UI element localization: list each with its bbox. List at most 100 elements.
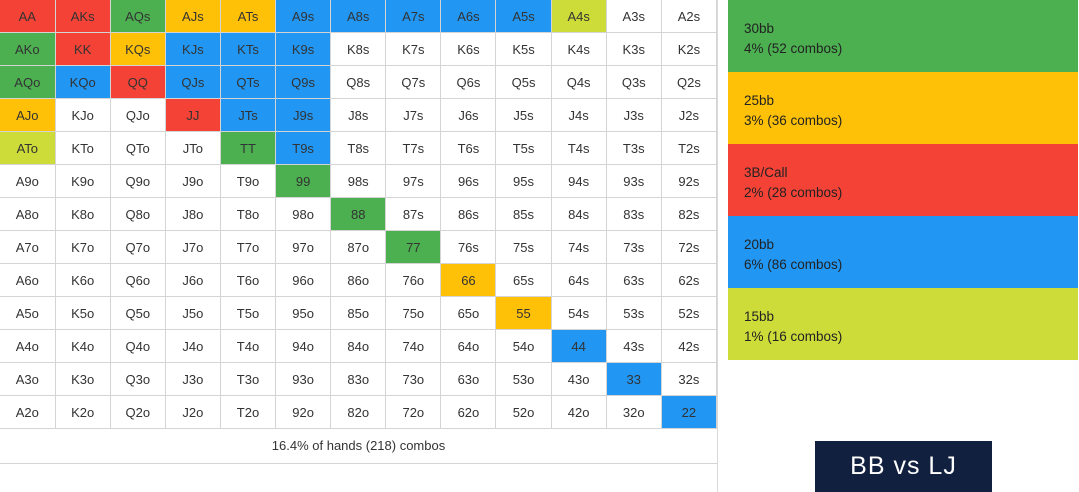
hand-cell: QQ: [109, 65, 166, 99]
legend-item-3bet-call: 3B/Call 2% (28 combos): [728, 144, 1078, 216]
hand-cell: 42s: [660, 329, 718, 363]
hand-cell: 62s: [660, 263, 718, 297]
hand-cell: T6o: [219, 263, 277, 297]
hand-cell: T4s: [550, 131, 607, 165]
hand-cell: T2s: [660, 131, 718, 165]
hand-cell: 73s: [605, 230, 662, 264]
hand-cell: K7s: [385, 32, 442, 66]
hand-cell: KJo: [54, 98, 111, 132]
hand-cell: 77: [385, 230, 442, 264]
hand-cell: 92o: [275, 395, 332, 429]
legend-label: 3B/Call: [744, 165, 788, 180]
hand-cell: 43s: [605, 329, 662, 363]
grid-row: AA AKs AQs AJs ATs A9s A8s A7s A6s A5s A4s A3s A2s: [0, 0, 718, 33]
hand-cell: AKo: [0, 32, 56, 66]
hand-cell: 92s: [660, 164, 718, 198]
hand-cell: K3o: [54, 362, 111, 396]
hand-cell: ATo: [0, 131, 56, 165]
hand-cell: QTo: [109, 131, 166, 165]
legend-stat: 2% (28 combos): [744, 185, 843, 200]
hand-cell: Q5s: [495, 65, 552, 99]
grid-row: AQo KQo QQ QJs QTs Q9s Q8s Q7s Q6s Q5s Q4s Q3s Q2s: [0, 65, 718, 99]
grid-row: ATo KTo QTo JTo TT T9s T8s T7s T6s T5s T4s T3s T2s: [0, 131, 718, 165]
hand-cell: K6s: [440, 32, 497, 66]
hand-cell: 95s: [495, 164, 552, 198]
hand-cell: J5o: [164, 296, 221, 330]
hand-cell: A9s: [275, 0, 332, 33]
hand-cell: J7s: [385, 98, 442, 132]
hand-cell: A3o: [0, 362, 56, 396]
hand-cell: 82s: [660, 197, 718, 231]
hand-cell: A5o: [0, 296, 56, 330]
hand-cell: Q3s: [605, 65, 662, 99]
hand-cell: 72o: [385, 395, 442, 429]
hand-cell: K5o: [54, 296, 111, 330]
hand-cell: 84s: [550, 197, 607, 231]
hand-cell: 63s: [605, 263, 662, 297]
hand-range-grid: AA AKs AQs AJs ATs A9s A8s A7s A6s A5s A4s A3s A2s AK…: [0, 0, 718, 429]
hand-cell: 53s: [605, 296, 662, 330]
hand-cell: 66: [440, 263, 497, 297]
hand-cell: 95o: [275, 296, 332, 330]
hand-cell: 85s: [495, 197, 552, 231]
hand-cell: K6o: [54, 263, 111, 297]
hand-cell: AJs: [164, 0, 221, 33]
hand-cell: A3s: [605, 0, 662, 33]
hand-cell: 76o: [385, 263, 442, 297]
hand-cell: QJo: [109, 98, 166, 132]
hand-cell: 85o: [330, 296, 387, 330]
hand-cell: K5s: [495, 32, 552, 66]
hand-cell: Q9o: [109, 164, 166, 198]
hand-cell: T4o: [219, 329, 277, 363]
hand-cell: A2s: [660, 0, 718, 33]
hand-cell: 72s: [660, 230, 718, 264]
hand-cell: A9o: [0, 164, 56, 198]
hand-cell: T6s: [440, 131, 497, 165]
hand-cell: K4o: [54, 329, 111, 363]
hand-cell: K8o: [54, 197, 111, 231]
hand-cell: 33: [605, 362, 662, 396]
hand-cell: 53o: [495, 362, 552, 396]
hand-cell: KK: [54, 32, 111, 66]
hand-cell: 52s: [660, 296, 718, 330]
legend-item-25bb: 25bb 3% (36 combos): [728, 72, 1078, 144]
legend-stat: 6% (86 combos): [744, 257, 843, 272]
hand-cell: T7o: [219, 230, 277, 264]
grid-row: A4o K4o Q4o J4o T4o 94o 84o 74o 64o 54o 44 43s 42s: [0, 329, 718, 363]
hand-cell: A7o: [0, 230, 56, 264]
hand-cell: 42o: [550, 395, 607, 429]
hand-cell: 44: [550, 329, 607, 363]
hand-cell: 64s: [550, 263, 607, 297]
hand-cell: 84o: [330, 329, 387, 363]
hand-cell: A7s: [385, 0, 442, 33]
hand-cell: A8s: [330, 0, 387, 33]
grid-row: AKo KK KQs KJs KTs K9s K8s K7s K6s K5s K4s K3s K2s: [0, 32, 718, 66]
hand-cell: 94s: [550, 164, 607, 198]
hand-cell: AA: [0, 0, 56, 33]
hand-cell: K2s: [660, 32, 718, 66]
hand-cell: J8o: [164, 197, 221, 231]
hand-cell: 86s: [440, 197, 497, 231]
hand-cell: JTo: [164, 131, 221, 165]
hand-cell: J7o: [164, 230, 221, 264]
grid-row: A8o K8o Q8o J8o T8o 98o 88 87s 86s 85s 84s 83s 82s: [0, 197, 718, 231]
hand-cell: J5s: [495, 98, 552, 132]
hand-cell: 75s: [495, 230, 552, 264]
hand-cell: Q6o: [109, 263, 166, 297]
hand-cell: A2o: [0, 395, 56, 429]
hand-cell: Q2s: [660, 65, 718, 99]
hand-cell: QJs: [164, 65, 221, 99]
hand-cell: J6o: [164, 263, 221, 297]
hand-cell: T8s: [330, 131, 387, 165]
hand-cell: 52o: [495, 395, 552, 429]
hand-cell: T9o: [219, 164, 277, 198]
hand-cell: 62o: [440, 395, 497, 429]
hand-cell: 63o: [440, 362, 497, 396]
hand-cell: 73o: [385, 362, 442, 396]
hand-cell: 98o: [275, 197, 332, 231]
grid-row: A7o K7o Q7o J7o T7o 97o 87o 77 76s 75s 74s 73s 72s: [0, 230, 718, 264]
grid-row: A5o K5o Q5o J5o T5o 95o 85o 75o 65o 55 54s 53s 52s: [0, 296, 718, 330]
hand-cell: KTs: [219, 32, 277, 66]
hand-cell: T5s: [495, 131, 552, 165]
hand-cell: AJo: [0, 98, 56, 132]
